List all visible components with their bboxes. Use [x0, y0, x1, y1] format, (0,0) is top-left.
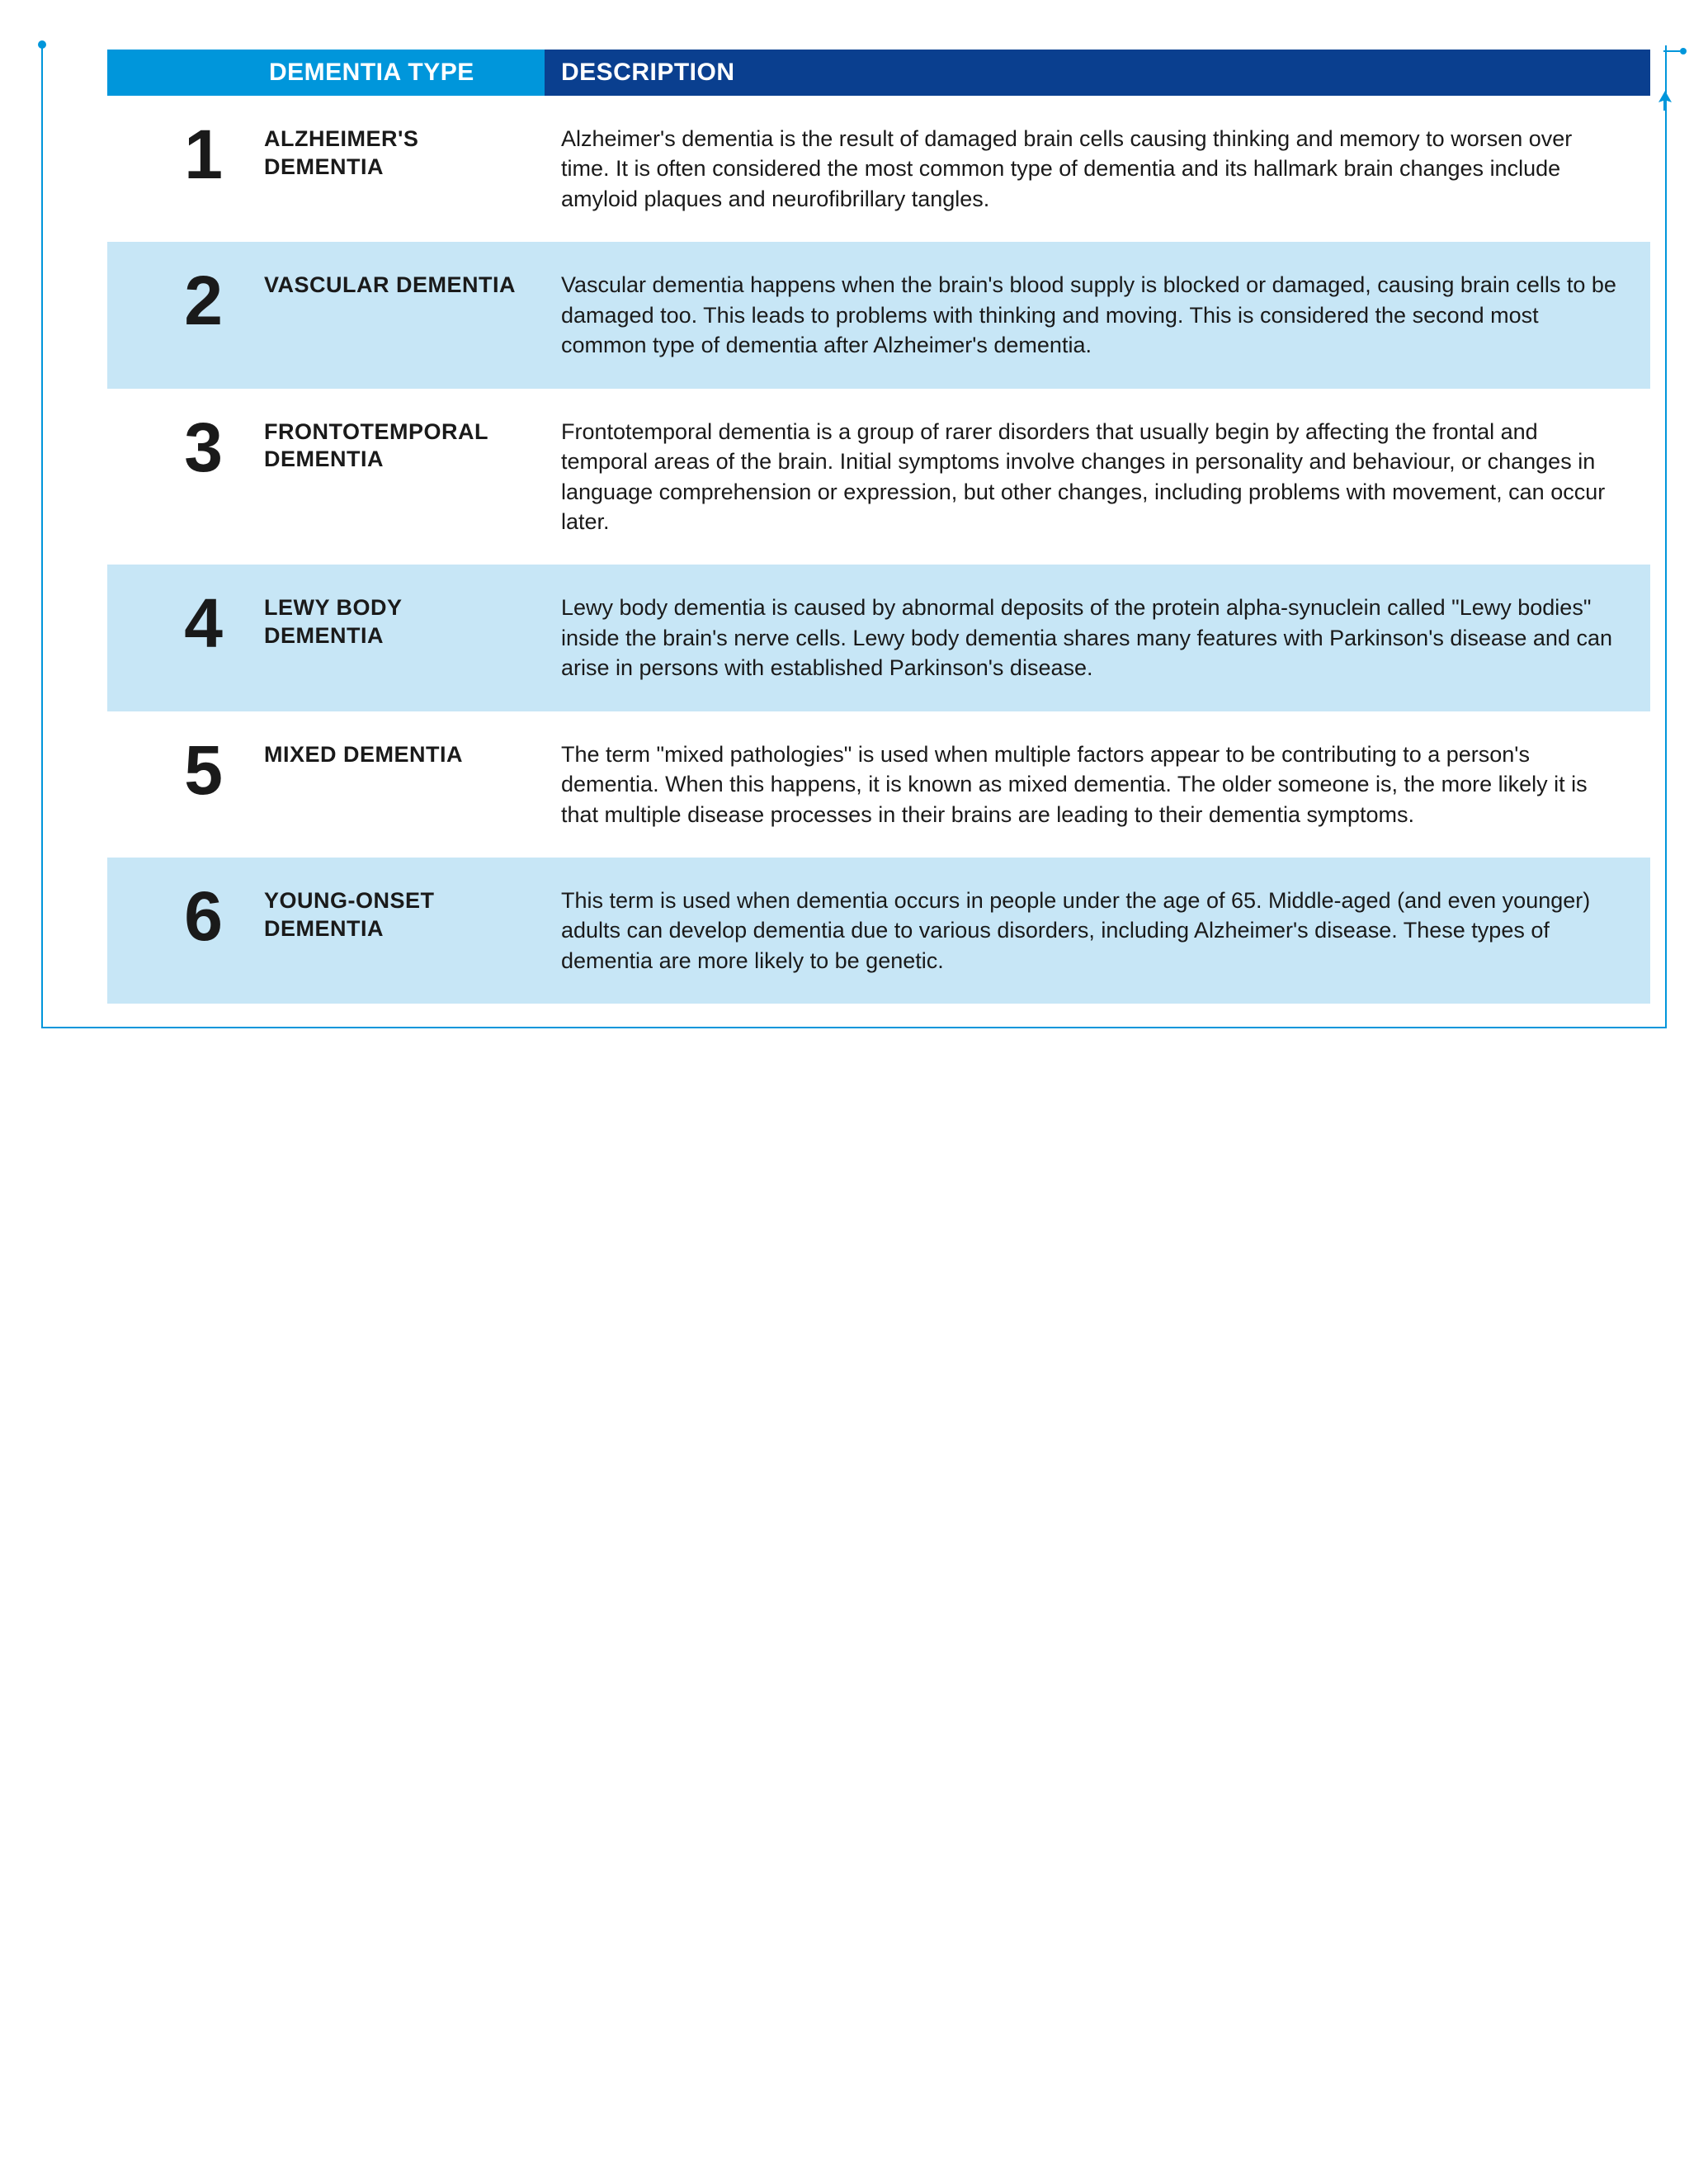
- header-description-col: DESCRIPTION: [545, 50, 1650, 96]
- header-number-col: [107, 50, 264, 96]
- row-description: Alzheimer's dementia is the result of da…: [545, 124, 1650, 214]
- header-type-col: DEMENTIA TYPE: [264, 50, 545, 96]
- row-description: This term is used when dementia occurs i…: [545, 886, 1650, 976]
- table-row: 4LEWY BODY DEMENTIALewy body dementia is…: [107, 565, 1650, 711]
- row-type: YOUNG-ONSET DEMENTIA: [264, 886, 545, 976]
- row-type: FRONTOTEMPORAL DEMENTIA: [264, 417, 545, 537]
- table-header: DEMENTIA TYPE DESCRIPTION: [107, 50, 1650, 96]
- decorative-line: [1663, 50, 1680, 52]
- row-number: 5: [107, 740, 264, 829]
- row-description: Lewy body dementia is caused by abnormal…: [545, 593, 1650, 683]
- table-row: 2VASCULAR DEMENTIAVascular dementia happ…: [107, 242, 1650, 388]
- table-row: 5MIXED DEMENTIAThe term "mixed pathologi…: [107, 711, 1650, 858]
- row-number: 1: [107, 124, 264, 214]
- table-row: 3FRONTOTEMPORAL DEMENTIAFrontotemporal d…: [107, 389, 1650, 565]
- row-type: VASCULAR DEMENTIA: [264, 270, 545, 360]
- row-description: The term "mixed pathologies" is used whe…: [545, 740, 1650, 829]
- row-number: 2: [107, 270, 264, 360]
- table-row: 1ALZHEIMER'S DEMENTIAAlzheimer's dementi…: [107, 96, 1650, 242]
- row-type: LEWY BODY DEMENTIA: [264, 593, 545, 683]
- arrow-up-icon: [1658, 91, 1672, 111]
- row-number: 6: [107, 886, 264, 976]
- row-type: ALZHEIMER'S DEMENTIA: [264, 124, 545, 214]
- row-number: 4: [107, 593, 264, 683]
- row-type: MIXED DEMENTIA: [264, 740, 545, 829]
- table-row: 6YOUNG-ONSET DEMENTIAThis term is used w…: [107, 858, 1650, 1004]
- row-description: Frontotemporal dementia is a group of ra…: [545, 417, 1650, 537]
- dementia-types-table: DEMENTIA TYPE DESCRIPTION 1ALZHEIMER'S D…: [107, 50, 1650, 1004]
- row-number: 3: [107, 417, 264, 537]
- row-description: Vascular dementia happens when the brain…: [545, 270, 1650, 360]
- decorative-dot: [1680, 48, 1687, 54]
